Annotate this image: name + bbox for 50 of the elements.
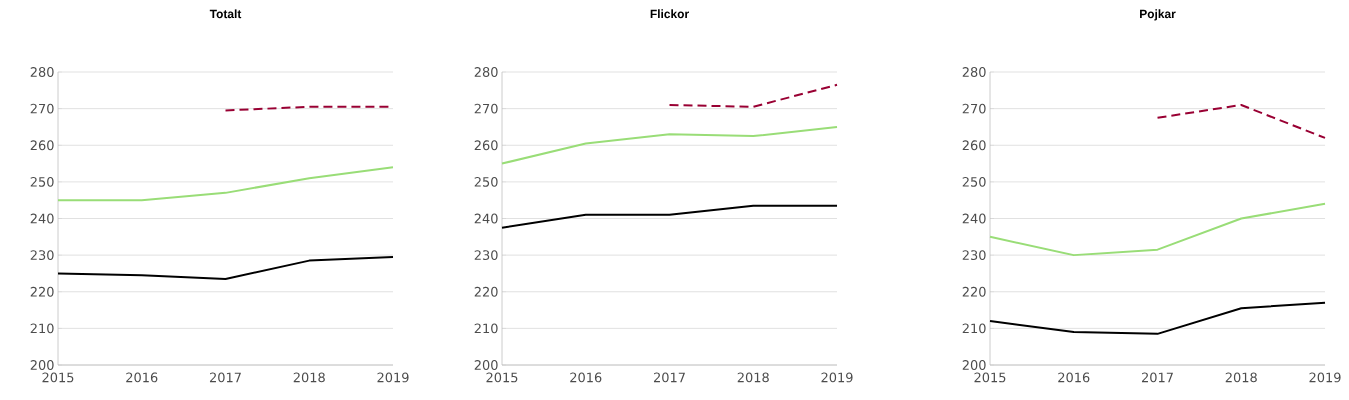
y-tick-label: 240 bbox=[474, 213, 498, 224]
x-tick-label: 2015 bbox=[974, 372, 1006, 383]
y-tick-label: 210 bbox=[474, 323, 498, 334]
y-tick-label: 270 bbox=[30, 103, 54, 114]
x-tick-label: 2019 bbox=[377, 372, 409, 383]
chart-title: Flickor bbox=[650, 9, 689, 19]
line-series bbox=[989, 301, 1327, 335]
y-tick-label: 270 bbox=[474, 103, 498, 114]
y-tick-label: 270 bbox=[962, 103, 986, 114]
x-tick-label: 2018 bbox=[1225, 372, 1257, 383]
y-tick-label: 260 bbox=[30, 140, 54, 151]
y-tick-label: 230 bbox=[962, 250, 986, 261]
y-tick-label: 200 bbox=[962, 360, 986, 370]
x-tick-label: 2015 bbox=[42, 372, 74, 383]
y-tick-label: 210 bbox=[962, 323, 986, 334]
y-tick-label: 240 bbox=[30, 213, 54, 224]
x-tick-label: 2017 bbox=[1141, 372, 1173, 383]
line-series bbox=[989, 202, 1327, 257]
y-tick-label: 200 bbox=[474, 360, 498, 370]
x-tick-label: 2015 bbox=[486, 372, 518, 383]
x-tick-label: 2019 bbox=[1309, 372, 1341, 383]
y-tick-label: 250 bbox=[30, 176, 54, 187]
y-tick-label: 280 bbox=[474, 67, 498, 77]
x-tick-label: 2018 bbox=[737, 372, 769, 383]
x-tick-label: 2016 bbox=[1058, 372, 1090, 383]
x-tick-label: 2017 bbox=[653, 372, 685, 383]
line-series bbox=[501, 125, 839, 165]
x-tick-label: 2016 bbox=[126, 372, 158, 383]
y-tick-label: 260 bbox=[474, 140, 498, 151]
y-tick-label: 280 bbox=[30, 67, 54, 77]
x-tick-label: 2018 bbox=[293, 372, 325, 383]
y-tick-label: 200 bbox=[30, 360, 54, 370]
y-tick-label: 260 bbox=[962, 140, 986, 151]
line-series bbox=[57, 255, 394, 280]
chart-title: Totalt bbox=[209, 9, 242, 19]
y-tick-label: 220 bbox=[962, 286, 986, 297]
y-tick-label: 210 bbox=[30, 323, 54, 334]
y-tick-label: 250 bbox=[474, 176, 498, 187]
y-tick-label: 250 bbox=[962, 176, 986, 187]
x-tick-label: 2016 bbox=[570, 372, 602, 383]
y-tick-label: 220 bbox=[30, 286, 54, 297]
y-tick-label: 240 bbox=[962, 213, 986, 224]
y-tick-label: 220 bbox=[474, 286, 498, 297]
y-tick-label: 230 bbox=[30, 250, 54, 261]
line-series bbox=[57, 166, 394, 202]
chart-title: Pojkar bbox=[1140, 9, 1176, 21]
x-tick-label: 2017 bbox=[209, 372, 241, 383]
y-tick-label: 280 bbox=[962, 67, 986, 77]
x-tick-label: 2019 bbox=[821, 372, 853, 383]
y-tick-label: 230 bbox=[474, 250, 498, 261]
